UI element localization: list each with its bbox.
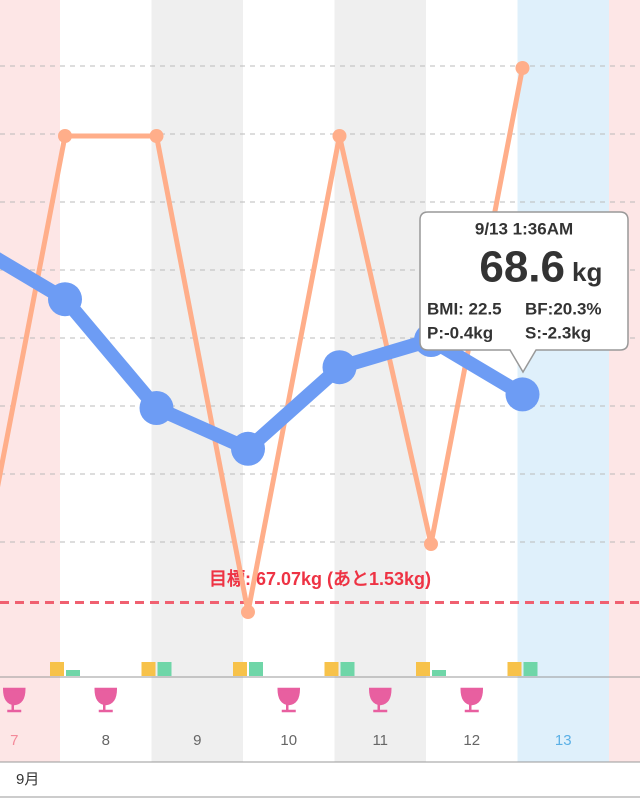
tooltip-bf: BF:20.3%: [525, 299, 602, 318]
wine-icon: [277, 687, 301, 713]
activity-icon: [340, 662, 355, 676]
data-point: [149, 129, 164, 143]
day-column: [609, 0, 640, 762]
tooltip-bmi: BMI: 22.5: [427, 299, 502, 318]
data-point: [231, 431, 265, 466]
day-label: 11: [372, 732, 388, 749]
activity-icon: [324, 662, 339, 676]
data-point: [322, 350, 357, 385]
data-point: [48, 282, 82, 317]
activity-icon: [141, 662, 156, 676]
data-point: [241, 605, 255, 619]
data-point: [58, 129, 72, 143]
activity-icon: [432, 670, 446, 676]
tooltip-date: 9/13 1:36AM: [475, 219, 573, 238]
day-label: 8: [102, 732, 110, 749]
day-label: 12: [463, 732, 480, 749]
tooltip-unit: kg: [572, 257, 602, 287]
day-column: [0, 0, 60, 762]
data-point: [515, 61, 530, 75]
activity-icon: [249, 662, 263, 676]
goal-label: 目標: 67.07kg (あと1.53kg): [209, 568, 431, 589]
day-label: 10: [280, 732, 297, 749]
day-label: 13: [555, 732, 572, 749]
activity-icon: [523, 662, 538, 676]
tooltip-p: P:-0.4kg: [427, 323, 493, 342]
month-label: 9月: [16, 771, 39, 788]
wine-icon: [94, 687, 118, 713]
day-column: [334, 0, 426, 762]
day-label: 9: [193, 732, 201, 749]
data-point: [424, 537, 438, 551]
activity-icon: [66, 670, 80, 676]
tooltip: 9/13 1:36AM 68.6 kg BMI: 22.5 BF:20.3% P…: [419, 211, 629, 374]
wine-icon: [368, 687, 392, 713]
wine-icon: [460, 687, 484, 713]
activity-icon: [157, 662, 172, 676]
day-label: 7: [10, 732, 18, 749]
activity-icon: [50, 662, 64, 676]
tooltip-s: S:-2.3kg: [525, 323, 591, 342]
data-point: [139, 391, 174, 425]
tooltip-weight: 68.6: [479, 243, 565, 292]
day-column: [151, 0, 243, 762]
activity-icon: [416, 662, 430, 676]
tooltip-box: [419, 211, 629, 374]
activity-icon: [233, 662, 247, 676]
footer: [0, 762, 640, 798]
data-point: [332, 129, 347, 143]
wine-icon: [2, 687, 26, 713]
data-point: [505, 377, 540, 412]
activity-icon: [507, 662, 522, 676]
